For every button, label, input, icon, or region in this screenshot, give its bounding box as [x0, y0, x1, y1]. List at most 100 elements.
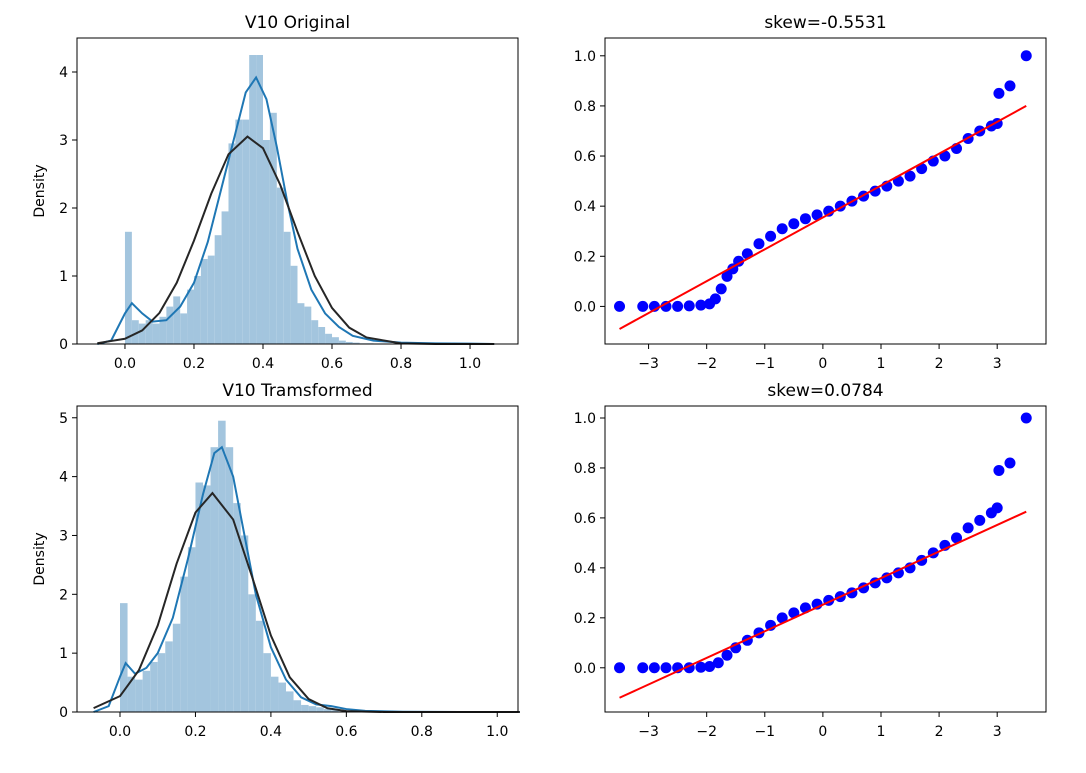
histogram-bar — [228, 143, 236, 344]
qq-point — [712, 657, 724, 669]
qq-point — [753, 238, 765, 250]
y-tick-label: 0.6 — [574, 511, 596, 527]
qq-point — [765, 230, 777, 242]
qq-point — [962, 522, 974, 534]
chart-title: V10 Original — [245, 13, 350, 33]
qq-point — [648, 662, 660, 674]
x-tick-label: 0 — [818, 356, 827, 372]
x-tick-label: 3 — [993, 356, 1002, 372]
qq-point — [1004, 80, 1016, 92]
qq-point — [991, 502, 1003, 514]
qq-point — [721, 270, 733, 282]
qq-point — [683, 300, 695, 312]
histogram-bar — [263, 653, 271, 712]
x-tick-label: 1 — [877, 356, 886, 372]
histogram-bar — [304, 306, 312, 344]
histogram-bar — [270, 676, 279, 712]
histogram-bar — [332, 337, 339, 344]
x-tick-label: 0.2 — [183, 356, 205, 372]
y-tick-label: 0.2 — [574, 611, 596, 627]
x-tick-label: 0.6 — [321, 356, 343, 372]
qq-point — [637, 300, 649, 312]
histogram-bar — [172, 623, 181, 712]
qq-point — [993, 87, 1005, 99]
histogram-bar — [233, 503, 241, 712]
y-tick-label: 0.4 — [574, 561, 596, 577]
qq-point — [637, 662, 649, 674]
y-tick-label: 1.0 — [574, 411, 596, 427]
histogram-bar — [180, 313, 188, 344]
histogram-bar — [218, 420, 226, 712]
qq-point — [1020, 412, 1032, 424]
qq-point — [939, 150, 951, 162]
qq-point — [788, 218, 800, 230]
histogram-bar — [207, 255, 215, 344]
histogram-bar — [256, 55, 263, 344]
y-axis-label: Density — [32, 164, 48, 217]
x-tick-label: −3 — [638, 724, 659, 740]
qq-point — [788, 607, 800, 619]
y-tick-label: 5 — [59, 411, 68, 427]
qq-point — [1004, 457, 1016, 469]
x-tick-label: 1.0 — [486, 724, 508, 740]
histogram-bar — [150, 661, 158, 712]
qq-point — [695, 661, 707, 673]
x-tick-label: −2 — [696, 356, 717, 372]
fit-line — [619, 510, 1027, 699]
histogram-bar — [352, 342, 360, 344]
histogram-bar — [195, 482, 203, 712]
qq-point — [776, 223, 788, 235]
x-tick-label: −2 — [696, 724, 717, 740]
histogram-bar — [157, 653, 166, 712]
qq-point — [709, 293, 721, 305]
axes-frame — [76, 405, 519, 713]
histogram-bar — [290, 265, 298, 344]
x-tick-label: 0.0 — [114, 356, 136, 372]
histogram-bar — [131, 320, 139, 344]
histogram-bar — [316, 707, 324, 712]
histogram-bar — [120, 603, 128, 712]
histogram-bar — [323, 709, 332, 712]
histogram-bar — [293, 700, 302, 712]
histogram-bar — [180, 576, 188, 712]
qq-point — [1020, 50, 1032, 62]
x-tick-label: 0.6 — [335, 724, 357, 740]
histogram-bar — [173, 296, 181, 344]
histogram-bar — [187, 547, 196, 712]
axes-frame — [604, 405, 1047, 713]
qq-point — [672, 300, 684, 312]
x-tick-label: 0.0 — [109, 724, 131, 740]
chart-title: skew=0.0784 — [767, 381, 883, 401]
x-tick-label: 2 — [935, 356, 944, 372]
y-tick-label: 3 — [59, 528, 68, 544]
histogram-bar — [127, 676, 136, 712]
axes-frame — [76, 37, 519, 345]
histogram-bar — [214, 235, 222, 344]
y-tick-label: 0.8 — [574, 461, 596, 477]
x-tick-label: −1 — [754, 724, 775, 740]
histogram-bar — [225, 447, 234, 712]
histogram-bar — [283, 231, 291, 344]
histogram-bar — [142, 670, 151, 712]
chart-title: V10 Tramsformed — [222, 381, 372, 401]
y-tick-label: 4 — [59, 470, 68, 486]
histogram-bar — [159, 316, 167, 344]
histogram-bar — [285, 691, 294, 712]
histogram-bar — [203, 485, 211, 712]
qq-point — [904, 170, 916, 182]
histogram-bar — [248, 594, 256, 712]
histogram-bar — [276, 187, 284, 344]
histogram-bar — [135, 679, 143, 712]
qq-point — [974, 514, 986, 526]
x-tick-label: 0.4 — [252, 356, 274, 372]
y-tick-label: 4 — [59, 65, 68, 81]
x-tick-label: 0.8 — [390, 356, 412, 372]
histogram-bar — [345, 341, 353, 344]
histogram-bar — [278, 682, 286, 712]
histogram-bar — [301, 704, 309, 712]
histogram-bar — [242, 119, 250, 344]
y-tick-label: 0.4 — [574, 199, 596, 215]
histogram-bar — [331, 710, 339, 712]
qq-point — [811, 209, 823, 221]
x-tick-label: 1.0 — [459, 356, 481, 372]
